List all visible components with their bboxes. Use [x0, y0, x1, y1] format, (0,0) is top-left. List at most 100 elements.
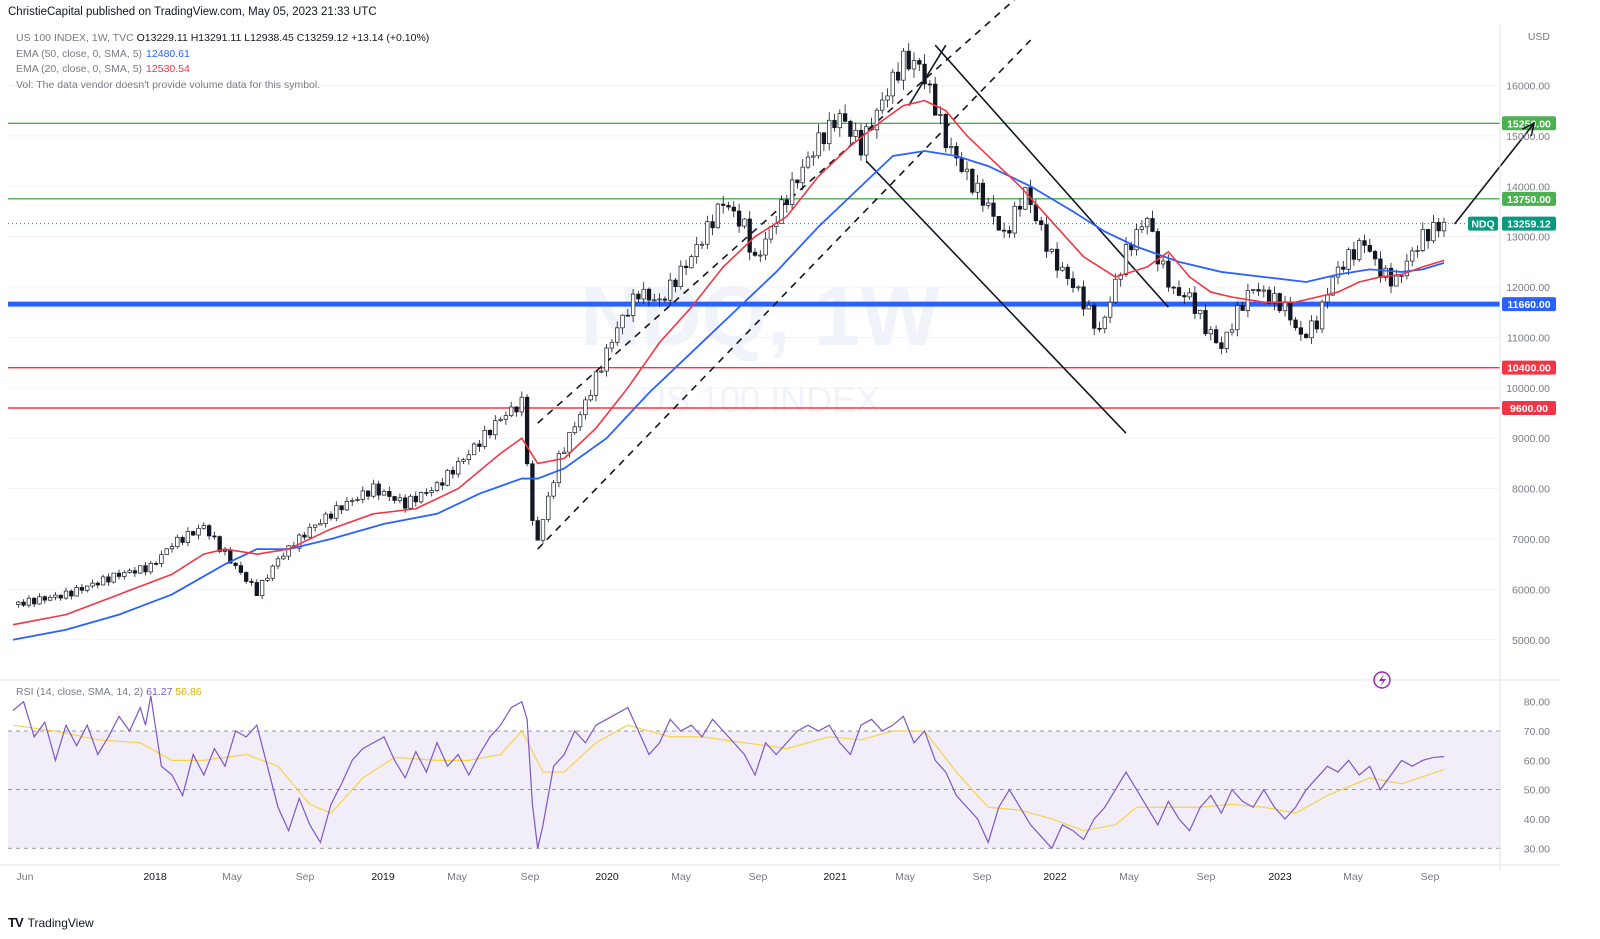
ema50-label[interactable]: EMA (50, close, 0, SMA, 5) [16, 47, 143, 60]
candle-body [895, 71, 901, 81]
candle-body [1097, 327, 1102, 330]
candle-body [795, 179, 800, 184]
candle-body [456, 461, 461, 475]
candle-body [1139, 226, 1145, 230]
candle-body [1012, 205, 1017, 234]
candle-body [1351, 249, 1357, 260]
rsi-tick-label: 50.00 [1524, 785, 1550, 797]
candle-body [620, 314, 625, 329]
candle-body [1420, 229, 1425, 251]
candle-body [387, 491, 392, 497]
candle-body [1044, 224, 1049, 252]
ema20-label[interactable]: EMA (20, close, 0, SMA, 5) [16, 63, 143, 75]
candle-body [509, 406, 514, 416]
candle-body [842, 113, 848, 122]
candle-body [1150, 218, 1155, 232]
candle-body [816, 132, 821, 157]
candle-body [1399, 275, 1404, 278]
candle-body [275, 558, 281, 567]
ohlc-values: O13229.11 H13291.11 L12938.45 C13259.12 … [136, 32, 430, 44]
time-tick-label: 2022 [1043, 871, 1067, 883]
candle-body [827, 119, 832, 145]
candle-body [281, 555, 286, 560]
candle-body [1235, 305, 1240, 331]
tradingview-footer[interactable]: TV TradingView [8, 915, 94, 930]
candle-body [270, 565, 275, 579]
candle-body [832, 119, 837, 129]
candle-body [837, 113, 842, 129]
level-price-label: 9600.00 [1510, 403, 1548, 415]
candle-body [1341, 266, 1346, 270]
candle-body [138, 565, 143, 574]
candle-body [424, 492, 429, 494]
trendline [908, 44, 947, 107]
ema50-row: EMA (50, close, 0, SMA, 5) 12480.61 [16, 47, 429, 63]
candle-body [530, 463, 535, 521]
candle-body [1362, 240, 1367, 246]
projection-arrow-head [1522, 121, 1536, 137]
level-price-tag [1502, 360, 1556, 375]
candle-body [752, 251, 758, 256]
time-tick-label: 2023 [1268, 871, 1292, 883]
candle-body [1155, 231, 1160, 265]
candle-body [1404, 260, 1410, 277]
candle-body [1272, 293, 1277, 304]
candle-body [954, 146, 959, 159]
candle-body [1054, 248, 1060, 271]
candle-body [1060, 266, 1065, 271]
candle-body [577, 414, 583, 428]
candle-body [1213, 329, 1219, 344]
time-tick-label: May [447, 871, 468, 883]
time-tick-label: Sep [296, 871, 315, 883]
moving-averages [12, 99, 1445, 641]
candle-body [37, 596, 42, 605]
candle-body [938, 114, 943, 116]
symbol-row: US 100 INDEX, 1W, TVC O13229.11 H13291.1… [16, 31, 429, 47]
candle-body [1431, 222, 1436, 242]
rsi-line [12, 695, 1445, 850]
symbol-title[interactable]: US 100 INDEX, 1W, TVC [16, 32, 134, 44]
candle-body [1357, 240, 1362, 260]
candle-body [975, 182, 980, 193]
candle-body [562, 451, 567, 454]
candle-body [1219, 342, 1224, 349]
candle-body [297, 534, 302, 549]
rsi-tick-label: 60.00 [1524, 755, 1550, 767]
candle-body [933, 83, 938, 116]
candle-body [1203, 310, 1208, 335]
candle-body [848, 120, 853, 137]
candle-body [344, 500, 350, 511]
rsi-ma-line [12, 724, 1445, 832]
candle-body [1208, 329, 1213, 335]
price-tick-label: 14000.00 [1506, 181, 1550, 193]
candle-body [429, 490, 434, 493]
candle-body [434, 482, 440, 491]
candle-body [1182, 295, 1187, 298]
candle-body [699, 243, 705, 246]
candle-body [249, 581, 254, 583]
level-price-tag [1502, 116, 1556, 131]
candle-body [821, 132, 827, 145]
tradingview-logo-icon: TV [8, 915, 24, 930]
candle-body [1160, 260, 1166, 265]
time-tick-label: Sep [749, 871, 768, 883]
candle-body [1023, 187, 1028, 210]
time-tick-label: May [222, 871, 243, 883]
candle-body [360, 490, 365, 500]
candle-body [641, 288, 646, 300]
candle-body [689, 256, 694, 269]
candle-body [312, 524, 318, 528]
candle-body [127, 570, 132, 573]
candle-body [917, 60, 922, 65]
candle-body [381, 491, 387, 496]
candle-body [1325, 294, 1330, 303]
watermark-name: US 100 INDEX [640, 379, 880, 420]
candle-body [784, 199, 789, 205]
candle-body [323, 513, 328, 524]
candle-body [58, 594, 63, 599]
lightning-icon [1373, 671, 1391, 689]
candle-body [397, 497, 403, 501]
candle-body [683, 265, 689, 269]
candle-body [1092, 304, 1097, 329]
